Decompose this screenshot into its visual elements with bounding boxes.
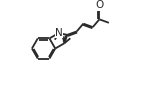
Text: O: O — [95, 0, 103, 10]
Text: N: N — [55, 28, 63, 38]
